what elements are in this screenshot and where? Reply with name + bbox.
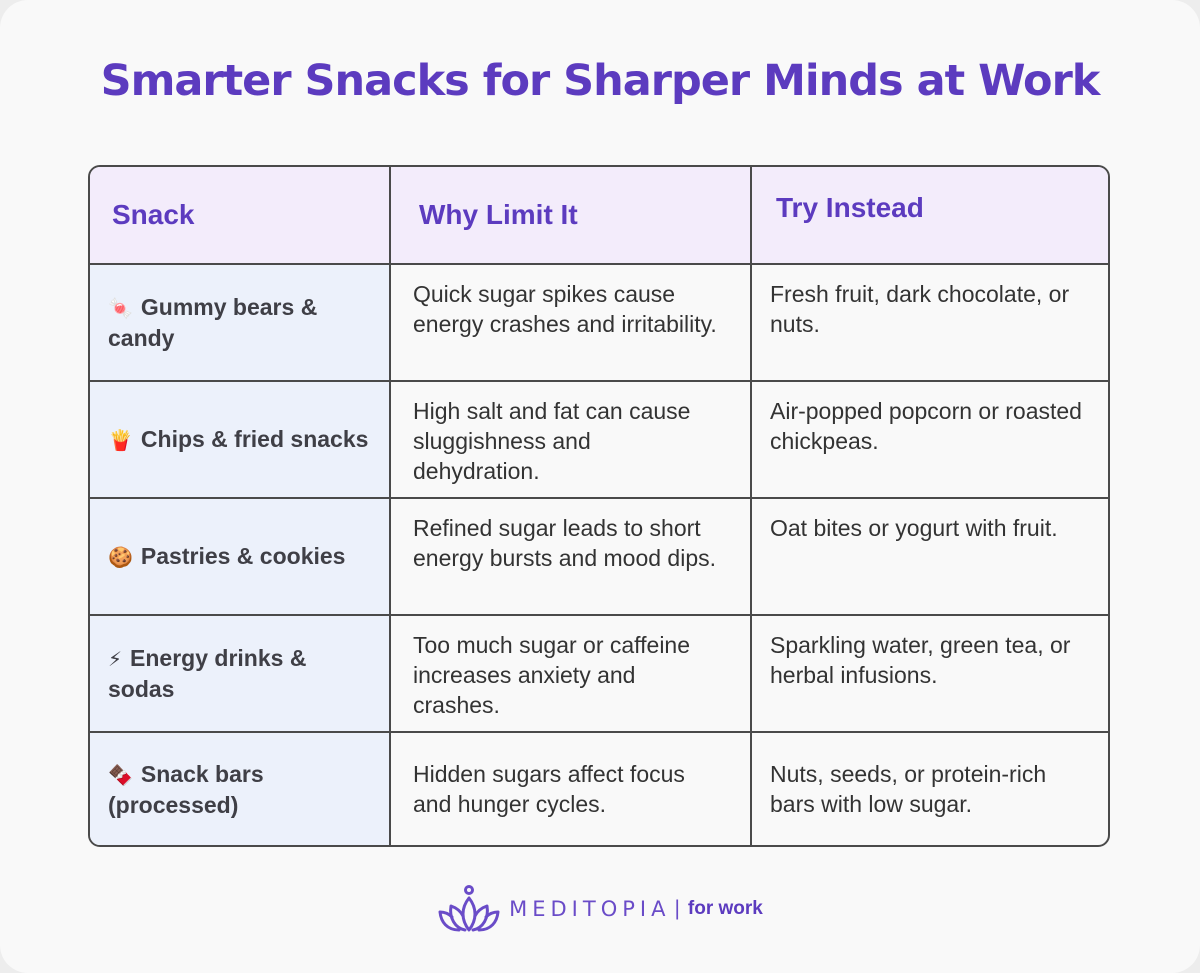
cookie-icon: 🍪 bbox=[108, 545, 133, 569]
meditopia-logo: MEDITOPIA | for work bbox=[0, 884, 1200, 934]
snack-label: Chips & fried snacks bbox=[140, 426, 369, 452]
lotus-icon bbox=[438, 885, 500, 932]
snack-label: Pastries & cookies bbox=[140, 543, 346, 569]
brand-name: MEDITOPIA bbox=[509, 897, 671, 921]
table-row-snack: 🍟 Chips & fried snacks bbox=[90, 382, 391, 499]
page-title: Smarter Snacks for Sharper Minds at Work bbox=[100, 56, 1101, 106]
table-row-why: Too much sugar or caffeine increases anx… bbox=[391, 616, 752, 733]
candy-icon: 🍬 bbox=[108, 296, 133, 320]
header-why-limit: Why Limit It bbox=[391, 167, 752, 265]
table-row-snack: 🍬 Gummy bears & candy bbox=[90, 265, 391, 382]
table-row-why: Hidden sugars affect focus and hunger cy… bbox=[391, 733, 752, 845]
lightning-icon: ⚡ bbox=[108, 647, 123, 671]
table-row-snack: ⚡ Energy drinks & sodas bbox=[90, 616, 391, 733]
table-row-snack: 🍪 Pastries & cookies bbox=[90, 499, 391, 616]
snack-label: Snack bars (processed) bbox=[108, 760, 264, 818]
brand-subtitle: for work bbox=[687, 898, 763, 919]
table-row-why: Refined sugar leads to short energy burs… bbox=[391, 499, 752, 616]
snack-table: Snack Why Limit It Try Instead 🍬 Gummy be… bbox=[88, 165, 1110, 847]
table-row-why: High salt and fat can cause sluggishness… bbox=[391, 382, 752, 499]
snack-label: Energy drinks & sodas bbox=[108, 645, 307, 702]
header-try-instead: Try Instead bbox=[752, 167, 1108, 265]
table-row-try: Sparkling water, green tea, or herbal in… bbox=[752, 616, 1108, 733]
table-row-snack: 🍫 Snack bars (processed) bbox=[90, 733, 391, 845]
fries-icon: 🍟 bbox=[108, 428, 133, 452]
table-row-try: Air-popped popcorn or roasted chickpeas. bbox=[752, 382, 1108, 499]
brand-separator: | bbox=[674, 897, 680, 920]
table-row-try: Oat bites or yogurt with fruit. bbox=[752, 499, 1108, 616]
table-row-try: Fresh fruit, dark chocolate, or nuts. bbox=[752, 265, 1108, 382]
header-snack: Snack bbox=[90, 167, 391, 265]
chocolate-bar-icon: 🍫 bbox=[108, 762, 133, 787]
table-row-why: Quick sugar spikes cause energy crashes … bbox=[391, 265, 752, 382]
table-row-try: Nuts, seeds, or protein-rich bars with l… bbox=[770, 761, 1047, 817]
snack-label: Gummy bears & candy bbox=[108, 294, 318, 351]
